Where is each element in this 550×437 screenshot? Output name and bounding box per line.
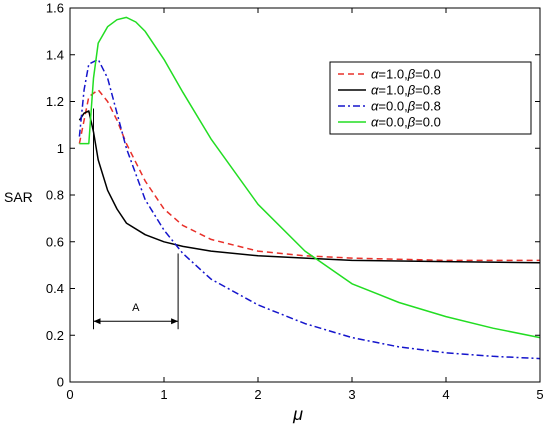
annotation-label: A: [132, 302, 140, 314]
x-tick-label: 0: [66, 387, 73, 402]
y-tick-label: 1: [57, 141, 64, 156]
x-axis-label: μ: [292, 404, 303, 424]
legend-label-1: α=1.0,β=0.0: [371, 67, 441, 82]
series-line-2: [78, 110, 541, 264]
series-lines: [78, 16, 541, 360]
y-tick-label: 1.2: [46, 94, 64, 109]
series-line-1: [78, 89, 540, 262]
tick-labels: 0 1 2 3 4 5 0 0.2 0.4 0.6 0.8 1 1.2 1.4 1.6: [46, 1, 544, 403]
legend-label-4: α=0.0,β=0.0: [371, 115, 441, 130]
y-tick-label: 0: [57, 375, 64, 390]
y-tick-label: 0.8: [46, 188, 64, 203]
series-line-4: [79, 16, 541, 339]
y-tick-label: 1.4: [46, 47, 64, 62]
y-tick-label: 0.2: [46, 328, 64, 343]
legend-label-2: α=1.0,β=0.8: [371, 83, 441, 98]
annotation-arrow-left: [93, 318, 101, 325]
y-axis-label: SAR: [4, 189, 33, 205]
x-tick-label: 4: [442, 387, 449, 402]
y-tick-label: 1.6: [46, 1, 64, 16]
x-tick-label: 3: [348, 387, 355, 402]
y-tick-label: 0.6: [46, 234, 64, 249]
annotation-a: A: [93, 108, 179, 330]
x-tick-label: 5: [536, 387, 543, 402]
x-tick-label: 1: [160, 387, 167, 402]
annotation-arrow-right: [171, 318, 179, 325]
legend-label-3: α=0.0,β=0.8: [371, 99, 441, 114]
legend: α=1.0,β=0.0α=1.0,β=0.8α=0.0,β=0.8α=0.0,β…: [329, 61, 532, 135]
y-tick-label: 0.4: [46, 281, 64, 296]
x-tick-label: 2: [254, 387, 261, 402]
plot-frame: [69, 7, 541, 383]
